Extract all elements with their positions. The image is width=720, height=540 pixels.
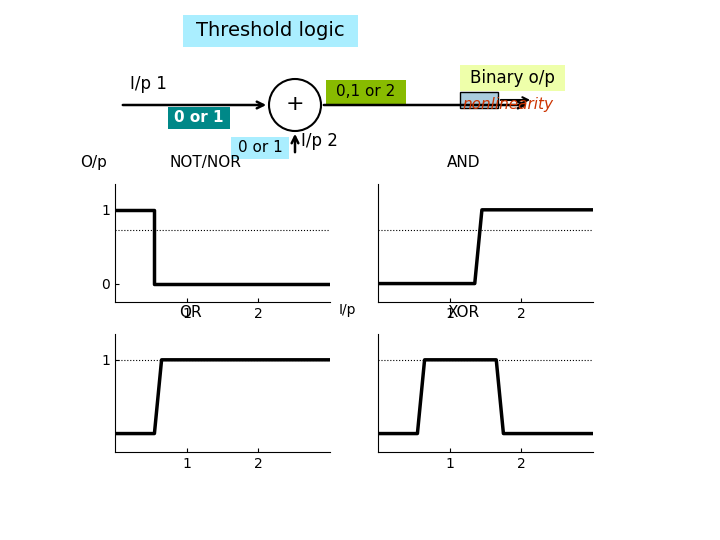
Text: NOT/NOR: NOT/NOR (169, 156, 241, 170)
Text: Threshold logic: Threshold logic (196, 22, 345, 40)
Text: AND: AND (447, 156, 481, 170)
FancyBboxPatch shape (460, 65, 565, 91)
Text: XOR: XOR (448, 305, 480, 320)
FancyBboxPatch shape (183, 15, 358, 47)
FancyBboxPatch shape (326, 80, 406, 104)
Text: +: + (286, 94, 305, 114)
Text: nonlinearity: nonlinearity (462, 98, 553, 112)
Text: I/p: I/p (338, 303, 356, 318)
Text: Binary o/p: Binary o/p (470, 69, 555, 87)
Circle shape (269, 79, 321, 131)
Text: I/p 1: I/p 1 (130, 75, 167, 93)
Text: OR: OR (179, 305, 202, 320)
Text: 0,1 or 2: 0,1 or 2 (336, 84, 395, 99)
Text: 0 or 1: 0 or 1 (238, 140, 282, 156)
Text: I/p 2: I/p 2 (301, 132, 338, 150)
Text: O/p: O/p (80, 156, 107, 170)
FancyBboxPatch shape (231, 137, 289, 159)
FancyBboxPatch shape (168, 107, 230, 129)
FancyBboxPatch shape (460, 92, 498, 108)
Text: 0 or 1: 0 or 1 (174, 111, 224, 125)
